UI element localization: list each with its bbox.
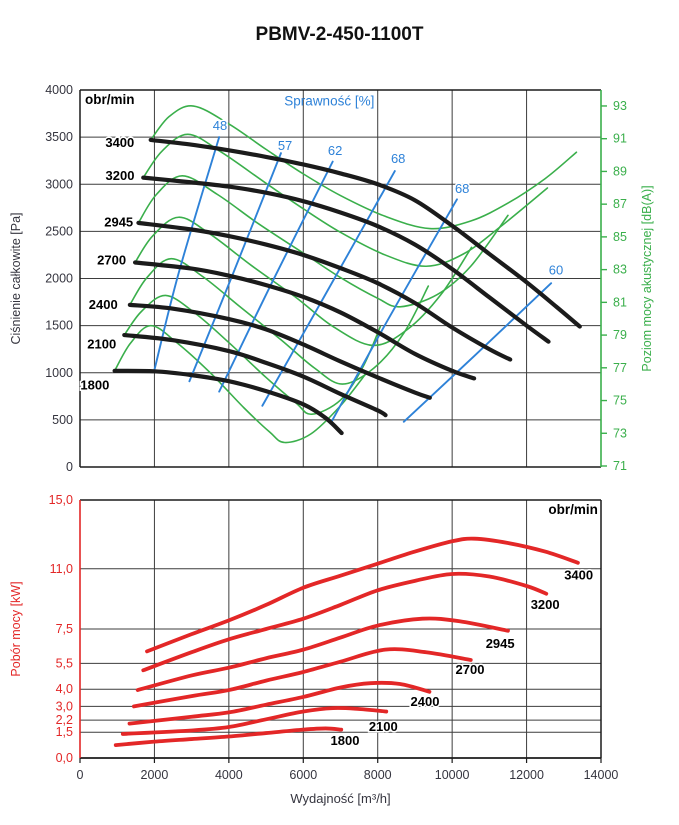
power-rpm-label-3200: 3200 [531,597,560,612]
power-curve-2400 [127,680,432,726]
flow-tick-label: 6000 [289,768,317,782]
power-tick-label: 15,0 [49,493,73,507]
flow-tick-label: 2000 [141,768,169,782]
flow-tick-label: 0 [77,768,84,782]
power-curve-3400 [145,536,580,654]
power-rpm-label-2945: 2945 [486,636,515,651]
noise-tick-label: 73 [613,426,627,440]
pressure-tick-label: 0 [66,460,73,474]
rpm-label-3400: 3400 [105,135,134,150]
power-tick-label: 11,0 [50,562,73,576]
noise-tick-label: 81 [613,295,627,309]
power-curve-2700 [132,647,473,709]
efficiency-label-60: 60 [549,263,563,278]
pressure-tick-label: 500 [52,413,73,427]
efficiency-label-62: 62 [328,143,342,158]
flow-tick-label: 14000 [584,768,619,782]
pressure-axis-title: Ciśnienie całkowite [Pa] [9,212,23,344]
flow-tick-label: 8000 [364,768,392,782]
pressure-tick-label: 2000 [45,272,73,286]
efficiency-label-68: 68 [391,151,405,166]
fan-curve-2945 [136,220,513,362]
fan-curve-3400 [148,137,582,329]
efficiency-line-68 [261,170,396,407]
flow-tick-label: 12000 [509,768,544,782]
rpm-label-2945: 2945 [104,214,133,229]
power-tick-label: 3,0 [56,699,73,713]
fan-curve-2400 [127,302,432,400]
power-chart: 0,0 1,52,23,0 4,0 5,5 7,5 11,0 15,0 0 2000 4000 60… [9,493,618,806]
noise-curve-7 [113,324,368,444]
power-curve-2100 [120,706,389,736]
noise-curve-1 [149,105,578,230]
power-tick-label: 7,5 [56,622,73,636]
rpm-label-2400: 2400 [89,297,118,312]
rpm-label-3200: 3200 [106,168,135,183]
pressure-tick-label: 1500 [45,319,73,333]
noise-tick-label: 87 [613,197,627,211]
noise-tick-label: 77 [613,361,627,375]
power-curve-3200 [141,571,549,673]
fan-curve-3200 [141,175,551,344]
noise-tick-label: 75 [613,394,627,408]
noise-curve-2 [142,133,549,268]
power-axis-title: Pobór mocy [kW] [9,581,23,676]
power-rpm-label-2100: 2100 [369,719,398,734]
power-tick-label: 5,5 [56,656,73,670]
fan-curve-2100 [122,332,388,418]
efficiency-line-60 [402,282,553,423]
noise-tick-label: 79 [613,328,627,342]
power-tick-label: 1,5 [56,725,73,739]
power-rpm-label-2700: 2700 [456,662,485,677]
pressure-tick-label: 2500 [45,224,73,238]
noise-tick-label: 89 [613,164,627,178]
efficiency-line-48 [153,136,221,371]
rpm-label-2700: 2700 [97,253,126,268]
power-curve-1800 [113,726,344,747]
noise-tick-label: 91 [613,132,627,146]
power-tick-label: 0,0 [56,751,73,765]
flow-tick-label: 4000 [215,768,243,782]
rpm-legend-bottom: obr/min [548,502,598,517]
noise-tick-label: 71 [613,459,627,473]
power-curve-2945 [135,616,510,692]
pressure-tick-label: 4000 [45,83,73,97]
power-rpm-label-2400: 2400 [411,694,440,709]
efficiency-label-68: 68 [455,181,469,196]
rpm-legend-top: obr/min [85,92,135,107]
rpm-label-1800: 1800 [80,377,109,392]
fan-curve-1800 [112,368,344,436]
flow-axis-title: Wydajność [m³/h] [290,791,390,806]
pressure-tick-label: 3500 [45,130,73,144]
power-tick-label: 2,2 [56,713,73,727]
pressure-chart: 0 500 1000 1500 2000 2500 3000 3500 4000 71 73 75 77… [9,83,654,474]
noise-curve-3 [137,174,509,308]
page-title: PBMV-2-450-1100T [255,24,424,45]
noise-curve-5 [129,257,430,385]
efficiency-line-68 [329,198,458,425]
efficiency-title: Sprawność [%] [284,94,374,109]
efficiency-label-57: 57 [278,138,292,153]
efficiency-label-48: 48 [213,118,227,133]
fan-curve-2700 [132,260,477,381]
pressure-tick-label: 1000 [45,366,73,380]
noise-tick-label: 85 [613,230,627,244]
noise-axis-title: Poziom mocy akustycznej [dB(A)] [640,185,654,371]
noise-tick-label: 83 [613,263,627,277]
power-tick-label: 4,0 [56,682,73,696]
efficiency-line-62 [218,160,334,393]
power-rpm-label-1800: 1800 [331,733,360,748]
pressure-tick-label: 3000 [45,177,73,191]
flow-tick-label: 10000 [435,768,470,782]
power-rpm-label-3400: 3400 [564,568,593,583]
noise-tick-label: 93 [613,99,627,113]
rpm-label-2100: 2100 [87,336,116,351]
noise-curve-4 [134,216,473,347]
